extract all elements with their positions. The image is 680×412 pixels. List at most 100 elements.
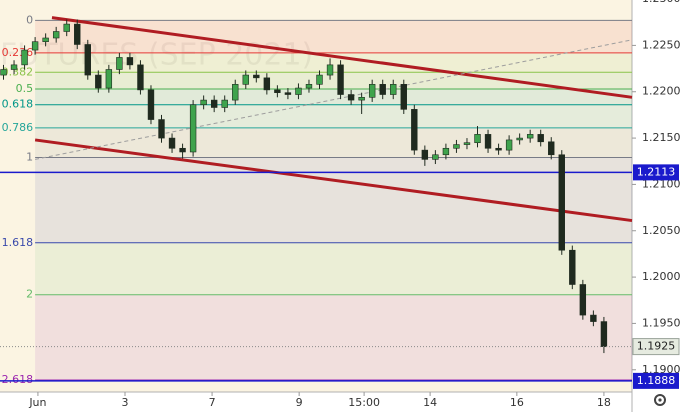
candle-body: [505, 139, 513, 151]
fib-label: 0.236: [2, 46, 34, 59]
fib-label: 0.786: [2, 121, 34, 134]
candle-body: [526, 134, 534, 139]
candle-body: [158, 119, 165, 139]
y-tick-label: 1.2050: [642, 224, 680, 237]
fib-band: [35, 157, 633, 243]
candle-body: [463, 142, 471, 145]
candle-body: [400, 84, 407, 110]
y-tick-label: 1.1950: [642, 316, 680, 329]
fib-label: 0.618: [2, 98, 34, 111]
x-tick-label: 7: [209, 396, 216, 409]
candle-body: [558, 154, 565, 251]
candle-body: [590, 314, 597, 322]
candle-body: [432, 154, 439, 160]
fib-band: [35, 88, 633, 105]
y-tick-label: 1.1900: [642, 363, 680, 376]
candle-body: [600, 321, 608, 347]
x-tick-label: 9: [296, 396, 303, 409]
x-tick-label: 18: [597, 396, 611, 409]
candle-body: [274, 89, 281, 93]
candle-body: [368, 84, 376, 98]
price-label-box: [633, 164, 679, 181]
fib-label: 2: [26, 288, 33, 301]
price-label: 1.2113: [637, 165, 676, 178]
fib-label: 0.5: [16, 82, 34, 95]
candle-body: [474, 134, 481, 144]
fib-label: 1.618: [2, 236, 34, 249]
y-tick-label: 1.2000: [642, 270, 680, 283]
candle-body: [200, 99, 207, 106]
candle-body: [326, 64, 334, 76]
candle-body: [137, 64, 144, 91]
candle-body: [295, 87, 302, 95]
fib-label: 0: [26, 13, 33, 26]
candle-body: [579, 284, 587, 316]
candle-body: [379, 84, 386, 95]
candle-body: [84, 44, 91, 76]
fib-label: 2.618: [2, 373, 34, 386]
candle-body: [421, 149, 429, 160]
candle-body: [242, 74, 249, 85]
candle-body: [537, 134, 544, 143]
y-tick-label: 1.2300: [642, 0, 680, 5]
settings-icon[interactable]: [654, 394, 666, 406]
candle-body: [442, 147, 450, 156]
candle-body: [52, 31, 60, 39]
candle-body: [10, 64, 18, 70]
fib-band: [35, 20, 633, 53]
candle-body: [484, 134, 492, 149]
x-tick-label: 3: [121, 396, 128, 409]
candle-body: [495, 147, 502, 151]
fib-band: [35, 52, 633, 73]
candle-body: [210, 99, 218, 108]
x-tick-label: 15:00: [348, 396, 380, 409]
fib-band: [35, 242, 633, 295]
last-price-label: 1.1925: [637, 340, 676, 353]
candle-body: [232, 84, 239, 101]
candle-body: [31, 41, 39, 51]
y-tick-label: 1.2250: [642, 38, 680, 51]
candle-body: [263, 77, 271, 91]
candle-body: [74, 23, 81, 45]
x-tick-label: 14: [423, 396, 437, 409]
trendline: [34, 138, 633, 223]
fib-label: 1: [26, 151, 33, 164]
fib-band: [35, 104, 633, 128]
candle-body: [179, 147, 186, 153]
candle-body: [316, 74, 323, 85]
y-tick-label: 1.2200: [642, 85, 680, 98]
candle-body: [116, 57, 123, 70]
candle-body: [305, 84, 313, 89]
plot-background: [0, 0, 632, 392]
candle-body: [358, 97, 365, 101]
time-axis: [0, 392, 632, 412]
candle-body: [126, 57, 134, 66]
candle-body: [284, 92, 292, 95]
price-label-box: [633, 372, 679, 389]
last-price-box: [632, 338, 680, 356]
candle-body: [105, 69, 113, 89]
fib-band: [35, 294, 633, 380]
x-tick-label: 16: [510, 396, 524, 409]
candle-body: [337, 64, 344, 95]
price-label: 1.1888: [637, 374, 676, 387]
candle-body: [569, 249, 576, 285]
candle-body: [147, 89, 155, 120]
y-tick-label: 1.2150: [642, 131, 680, 144]
candle-body: [347, 94, 355, 101]
candle-body: [548, 141, 555, 156]
candle-body: [168, 137, 176, 149]
candle-body: [253, 74, 260, 79]
candle-body: [221, 99, 228, 108]
trendline: [51, 16, 633, 99]
candle-body: [42, 37, 49, 43]
y-tick-label: 1.2100: [642, 177, 680, 190]
candle-body: [390, 84, 397, 95]
x-tick-label: Jun: [28, 396, 46, 409]
candle-body: [95, 74, 102, 89]
dashed-trendline: [35, 39, 633, 160]
candle-body: [411, 109, 418, 151]
candle-body: [63, 23, 70, 32]
fib-label: 0.382: [2, 65, 34, 78]
